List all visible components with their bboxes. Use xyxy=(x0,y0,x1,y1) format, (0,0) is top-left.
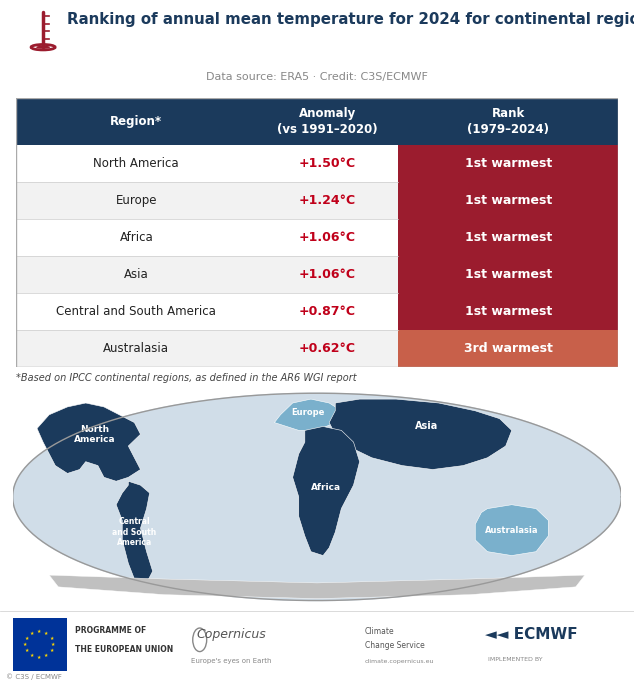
Polygon shape xyxy=(116,482,153,583)
Text: 1st warmest: 1st warmest xyxy=(465,232,552,245)
Text: ★: ★ xyxy=(23,642,27,647)
Text: ◄◄ ECMWF: ◄◄ ECMWF xyxy=(485,627,578,642)
Text: 1st warmest: 1st warmest xyxy=(465,158,552,171)
Polygon shape xyxy=(37,403,141,482)
Text: ★: ★ xyxy=(30,631,34,636)
FancyBboxPatch shape xyxy=(398,294,618,331)
Text: Central
and South
America: Central and South America xyxy=(112,517,157,547)
Text: ★: ★ xyxy=(25,636,29,641)
Text: North America: North America xyxy=(93,158,179,171)
Text: +1.06°C: +1.06°C xyxy=(299,232,356,245)
Text: IMPLEMENTED BY: IMPLEMENTED BY xyxy=(488,657,543,662)
Text: Australasia: Australasia xyxy=(103,342,169,355)
Polygon shape xyxy=(293,426,359,555)
Text: Asia: Asia xyxy=(415,421,438,432)
Text: +0.62°C: +0.62°C xyxy=(299,342,356,355)
Text: Rank
(1979–2024): Rank (1979–2024) xyxy=(467,107,549,137)
FancyBboxPatch shape xyxy=(16,256,398,294)
FancyBboxPatch shape xyxy=(398,256,618,294)
Polygon shape xyxy=(49,575,585,598)
Text: 1st warmest: 1st warmest xyxy=(465,268,552,281)
Text: Change Service: Change Service xyxy=(365,641,424,650)
Text: Africa: Africa xyxy=(119,232,153,245)
FancyBboxPatch shape xyxy=(398,331,618,367)
Text: Anomaly
(vs 1991–2020): Anomaly (vs 1991–2020) xyxy=(277,107,378,137)
Text: +1.06°C: +1.06°C xyxy=(299,268,356,281)
Text: ★: ★ xyxy=(37,654,41,660)
Text: climate.copernicus.eu: climate.copernicus.eu xyxy=(365,658,434,663)
Text: 3rd warmest: 3rd warmest xyxy=(464,342,553,355)
Text: ★: ★ xyxy=(30,653,34,658)
Text: *Based on IPCC continental regions, as defined in the AR6 WGI report: *Based on IPCC continental regions, as d… xyxy=(16,373,356,383)
Text: ★: ★ xyxy=(44,631,48,636)
FancyBboxPatch shape xyxy=(16,331,398,367)
Polygon shape xyxy=(329,399,512,469)
Text: ★: ★ xyxy=(49,636,54,641)
Text: © C3S / ECMWF: © C3S / ECMWF xyxy=(6,673,62,680)
Text: ★: ★ xyxy=(51,642,55,647)
Text: Europe: Europe xyxy=(291,408,325,417)
Text: THE EUROPEAN UNION: THE EUROPEAN UNION xyxy=(75,645,173,654)
Text: Data source: ERA5 · Credit: C3S/ECMWF: Data source: ERA5 · Credit: C3S/ECMWF xyxy=(206,72,428,82)
Text: Europe: Europe xyxy=(115,195,157,208)
Polygon shape xyxy=(275,399,341,430)
Ellipse shape xyxy=(36,46,50,48)
FancyBboxPatch shape xyxy=(398,145,618,182)
FancyBboxPatch shape xyxy=(16,98,618,145)
FancyBboxPatch shape xyxy=(16,182,398,219)
Text: ★: ★ xyxy=(25,648,29,654)
Text: +1.24°C: +1.24°C xyxy=(299,195,356,208)
Text: Asia: Asia xyxy=(124,268,149,281)
Text: Central and South America: Central and South America xyxy=(56,305,216,318)
FancyBboxPatch shape xyxy=(16,294,398,331)
Text: Region*: Region* xyxy=(110,115,162,128)
FancyBboxPatch shape xyxy=(16,219,398,256)
Polygon shape xyxy=(476,505,548,555)
Text: PROGRAMME OF: PROGRAMME OF xyxy=(75,626,146,635)
Text: Africa: Africa xyxy=(311,483,341,492)
Text: +0.87°C: +0.87°C xyxy=(299,305,356,318)
Text: ★: ★ xyxy=(44,653,48,658)
Text: Australasia: Australasia xyxy=(485,526,538,535)
FancyBboxPatch shape xyxy=(398,219,618,256)
Text: Climate: Climate xyxy=(365,628,394,637)
FancyBboxPatch shape xyxy=(13,618,67,671)
Text: +1.50°C: +1.50°C xyxy=(299,158,356,171)
Polygon shape xyxy=(13,393,621,600)
Text: 1st warmest: 1st warmest xyxy=(465,195,552,208)
Text: Ranking of annual mean temperature for 2024 for continental regions: Ranking of annual mean temperature for 2… xyxy=(67,12,634,27)
Text: 1st warmest: 1st warmest xyxy=(465,305,552,318)
FancyBboxPatch shape xyxy=(398,182,618,219)
Text: Europe's eyes on Earth: Europe's eyes on Earth xyxy=(191,658,271,664)
Text: Copernicus: Copernicus xyxy=(197,628,266,641)
FancyBboxPatch shape xyxy=(16,145,398,182)
Text: ★: ★ xyxy=(49,648,54,654)
Text: ★: ★ xyxy=(37,630,41,635)
Text: North
America: North America xyxy=(74,425,115,444)
